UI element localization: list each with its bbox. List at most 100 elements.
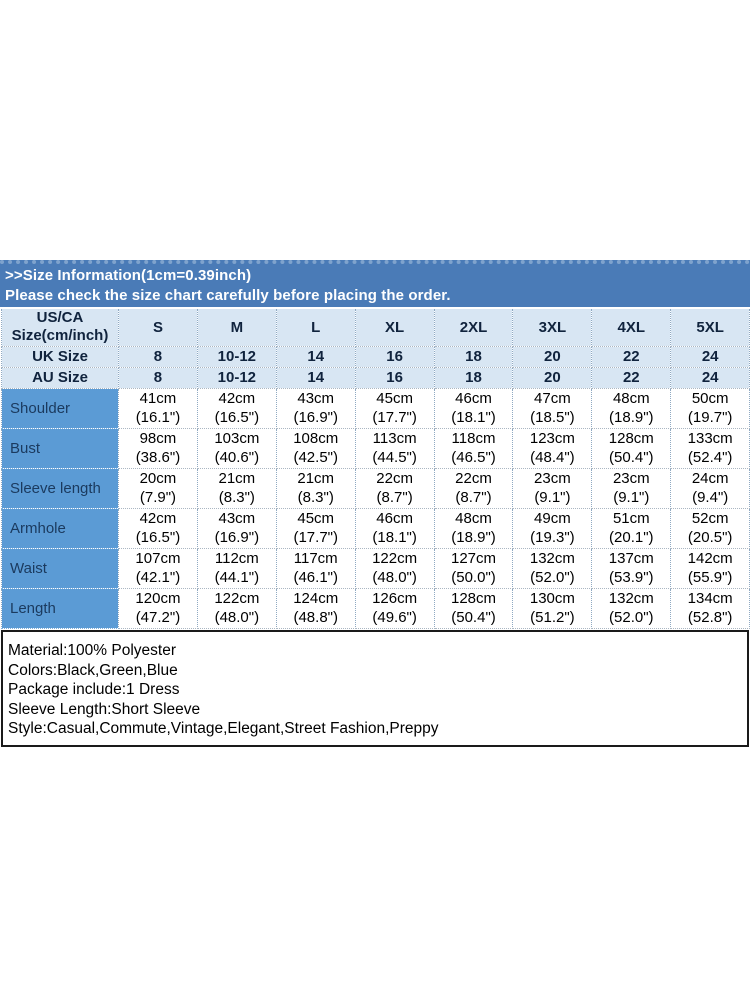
measurement-inch-value: (47.2"): [135, 609, 181, 626]
measurement-value-cell: 132cm (52.0"): [591, 587, 672, 629]
measurement-cm-value: 134cm: [687, 590, 733, 607]
conversion-row-label: UK Size: [1, 345, 119, 368]
measurement-inch-value: (46.1"): [293, 569, 338, 586]
conversion-value-cell: 20: [512, 345, 593, 368]
measurement-cm-value: 122cm: [214, 590, 260, 607]
measurement-inch-value: (16.9"): [214, 529, 260, 546]
measurement-value-cell: 43cm (16.9"): [196, 507, 277, 549]
measurement-inch-value: (38.6"): [135, 449, 181, 466]
measurement-inch-value: (20.5"): [687, 529, 733, 546]
measurement-inch-value: (52.0"): [609, 609, 654, 626]
measurement-cm-value: 132cm: [608, 590, 654, 607]
size-column-header: L: [275, 309, 356, 347]
conversion-value-cell: 22: [591, 366, 672, 389]
conversion-value-cell: 20: [512, 366, 593, 389]
measurement-cm-value: 45cm: [297, 510, 335, 527]
measurement-inch-value: (51.2"): [530, 609, 575, 626]
measurement-inch-value: (49.6"): [372, 609, 417, 626]
measurement-cm-value: 123cm: [529, 430, 575, 447]
measurement-cm-value: 23cm: [534, 470, 571, 487]
size-column-header: 3XL: [512, 309, 593, 347]
size-header-row: US/CA Size(cm/inch) S M L XL 2XL 3XL 4XL 5XL: [1, 309, 750, 347]
measurement-cm-value: 43cm: [297, 390, 335, 407]
measurement-value-cell: 134cm (52.8"): [670, 587, 750, 629]
measurement-inch-value: (53.9"): [609, 569, 654, 586]
measurement-cm-value: 48cm: [612, 390, 650, 407]
measurement-cm-value: 43cm: [218, 510, 256, 527]
measurement-value-cell: 112cm (44.1"): [196, 547, 277, 589]
measurement-cm-value: 20cm: [139, 470, 177, 487]
product-info-line: Style:Casual,Commute,Vintage,Elegant,Str…: [8, 720, 439, 737]
measurement-inch-value: (50.4"): [451, 609, 496, 626]
measurement-cm-value: 42cm: [218, 390, 256, 407]
measurement-inch-value: (42.5"): [293, 449, 338, 466]
size-info-banner: >>Size Information(1cm=0.39inch) Please …: [0, 260, 750, 307]
size-column-header: XL: [354, 309, 435, 347]
measurement-cm-value: 126cm: [372, 590, 418, 607]
conversion-value-cell: 8: [118, 366, 198, 389]
measurement-inch-value: (55.9"): [687, 569, 733, 586]
measurement-inch-value: (18.1"): [372, 529, 417, 546]
conversion-value-cell: 18: [433, 345, 514, 368]
measurement-value-cell: 22cm (8.7"): [433, 467, 514, 509]
measurement-inch-value: (42.1"): [135, 569, 181, 586]
measurement-inch-value: (52.4"): [687, 449, 733, 466]
measurement-inch-value: (17.7"): [372, 409, 417, 426]
measurement-inch-value: (8.7"): [455, 489, 492, 506]
measurement-inch-value: (50.4"): [609, 449, 654, 466]
measurement-value-cell: 45cm (17.7"): [275, 507, 356, 549]
product-info-line: Sleeve Length:Short Sleeve: [8, 700, 201, 718]
measurement-cm-value: 142cm: [687, 550, 733, 567]
measurement-value-cell: 21cm (8.3"): [196, 467, 277, 509]
measurement-inch-value: (52.0"): [530, 569, 575, 586]
measurement-value-cell: 52cm (20.5"): [670, 507, 750, 549]
measurement-inch-value: (48.4"): [530, 449, 575, 466]
measurement-cm-value: 122cm: [372, 550, 418, 567]
measurement-row: Bust 98cm (38.6") 103cm (40.6") 108cm (42.5") 1…: [1, 427, 750, 469]
size-table: US/CA Size(cm/inch) S M L XL 2XL 3XL 4XL 5XL UK Si…: [1, 309, 750, 629]
measurement-cm-value: 133cm: [687, 430, 733, 447]
measurement-inch-value: (19.7"): [687, 409, 733, 426]
measurement-cm-value: 42cm: [139, 510, 177, 527]
measurement-value-cell: 103cm (40.6"): [196, 427, 277, 469]
measurement-value-cell: 43cm (16.9"): [275, 387, 356, 429]
measurement-value-cell: 42cm (16.5"): [118, 507, 198, 549]
measurement-row: Length 120cm (47.2") 122cm (48.0") 124cm (48.8…: [1, 587, 750, 629]
conversion-value-cell: 8: [118, 345, 198, 368]
measurement-inch-value: (8.3"): [218, 489, 255, 506]
measurement-row: Armhole 42cm (16.5") 43cm (16.9") 45cm (17.7")…: [1, 507, 750, 549]
measurement-inch-value: (48.8"): [293, 609, 338, 626]
measurement-cm-value: 107cm: [135, 550, 181, 567]
measurement-value-cell: 133cm (52.4"): [670, 427, 750, 469]
measurement-inch-value: (18.5"): [530, 409, 575, 426]
measurement-value-cell: 20cm (7.9"): [118, 467, 198, 509]
measurement-cm-value: 113cm: [372, 430, 417, 447]
product-info-line: Colors:Black,Green,Blue: [8, 661, 178, 679]
measurement-inch-value: (7.9"): [139, 489, 177, 506]
conversion-value-cell: 14: [275, 366, 356, 389]
measurement-cm-value: 51cm: [612, 510, 650, 527]
measurement-inch-value: (17.7"): [293, 529, 338, 546]
measurement-cm-value: 49cm: [534, 510, 571, 527]
size-column-header: 2XL: [433, 309, 514, 347]
measurement-value-cell: 46cm (18.1"): [354, 507, 435, 549]
measurement-inch-value: (48.0"): [372, 569, 417, 586]
conversion-value-cell: 14: [275, 345, 356, 368]
measurement-value-cell: 128cm (50.4"): [591, 427, 672, 469]
measurement-inch-value: (44.5"): [372, 449, 417, 466]
measurement-value-cell: 117cm (46.1"): [275, 547, 356, 589]
measurement-inch-value: (16.9"): [293, 409, 338, 426]
measurement-cm-value: 130cm: [529, 590, 575, 607]
measurement-inch-value: (9.4"): [692, 489, 729, 506]
conversion-value-cell: 24: [670, 345, 750, 368]
measurement-value-cell: 128cm (50.4"): [433, 587, 514, 629]
measurement-cm-value: 23cm: [612, 470, 650, 487]
measurement-row-label: Length: [1, 587, 119, 629]
measurement-value-cell: 127cm (50.0"): [433, 547, 514, 589]
measurement-value-cell: 23cm (9.1"): [591, 467, 672, 509]
measurement-cm-value: 48cm: [455, 510, 492, 527]
measurement-cm-value: 108cm: [293, 430, 339, 447]
measurement-value-cell: 123cm (48.4"): [512, 427, 593, 469]
banner-subtitle: Please check the size chart carefully be…: [5, 287, 451, 304]
measurement-value-cell: 107cm (42.1"): [118, 547, 198, 589]
